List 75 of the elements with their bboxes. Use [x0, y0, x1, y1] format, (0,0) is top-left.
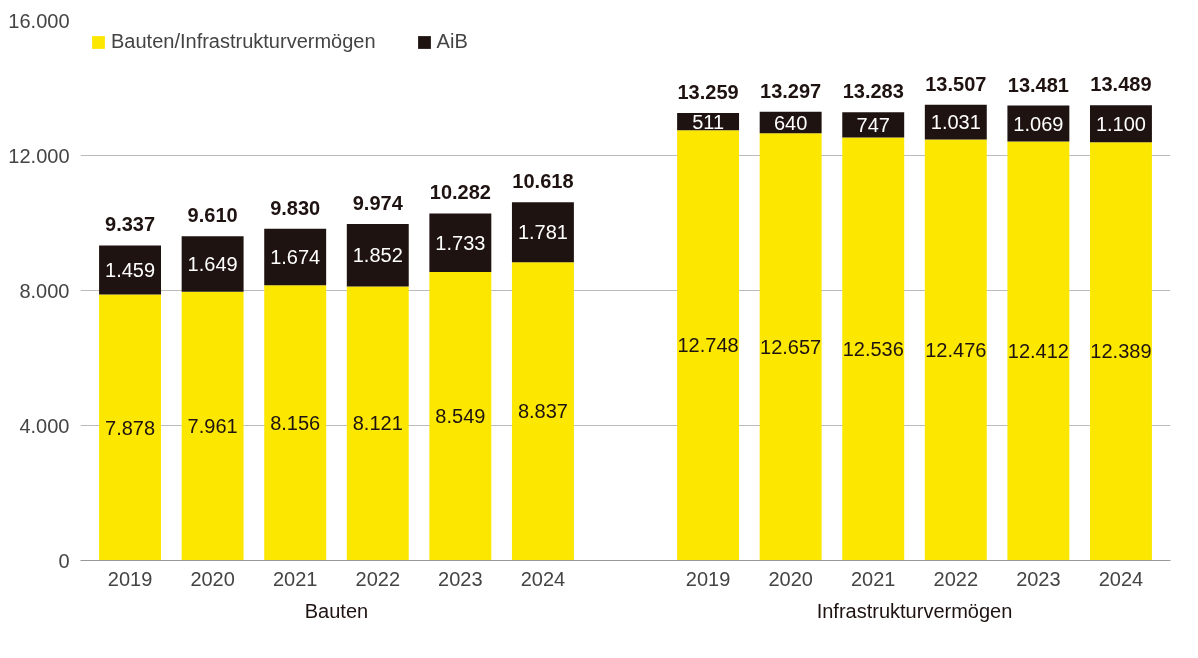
total-label: 9.974 [352, 191, 404, 214]
data-label: 7.961 [187, 415, 238, 438]
data-label: 1.069 [1013, 112, 1064, 135]
data-label: 8.837 [517, 400, 568, 423]
x-tick-label: 2019 [107, 567, 153, 590]
bar [429, 271, 492, 561]
bar [842, 137, 905, 561]
bar [677, 130, 740, 561]
data-label: 640 [773, 111, 808, 134]
legend-label: AiB [436, 30, 468, 53]
data-label: 8.121 [352, 412, 403, 435]
data-label: 12.476 [925, 338, 987, 361]
data-label: 1.852 [352, 244, 403, 267]
bar [759, 133, 822, 561]
data-label: 1.781 [517, 221, 568, 244]
x-tick-label: 2024 [520, 567, 566, 590]
bar [181, 291, 244, 561]
data-label: 12.412 [1007, 340, 1069, 363]
data-label: 1.459 [105, 259, 156, 281]
bar [924, 139, 987, 561]
x-tick-label: 2020 [190, 567, 235, 590]
data-label: 12.748 [677, 334, 739, 357]
bar [1007, 141, 1070, 561]
total-label: 9.830 [270, 196, 321, 219]
x-tick-label: 2019 [685, 567, 731, 590]
total-label: 13.481 [1007, 73, 1069, 96]
x-tick-label: 2022 [355, 567, 401, 590]
x-tick-label: 2023 [1016, 567, 1061, 590]
x-tick-label: 2021 [850, 567, 896, 590]
total-label: 9.337 [105, 213, 156, 236]
bar [264, 285, 327, 561]
x-tick-label: 2024 [1098, 567, 1144, 590]
x-tick-label: 2023 [438, 567, 483, 590]
y-tick-label: 0 [58, 549, 70, 572]
x-tick-label: 2020 [768, 567, 813, 590]
total-label: 10.282 [429, 181, 491, 204]
y-tick-label: 12.000 [8, 144, 70, 167]
data-label: 1.100 [1095, 112, 1146, 135]
total-label: 13.259 [677, 81, 739, 104]
bar [511, 262, 574, 561]
data-label: 1.031 [930, 111, 981, 134]
total-label: 13.297 [760, 79, 822, 102]
data-label: 7.878 [105, 416, 156, 439]
data-label: 747 [856, 113, 890, 136]
total-label: 9.610 [187, 204, 238, 227]
data-label: 1.733 [435, 231, 486, 254]
legend-label: Bauten/Infrastrukturvermögen [111, 30, 376, 53]
bar [511, 202, 574, 263]
bar [1089, 142, 1152, 561]
text: Bauten [304, 599, 369, 622]
bar [346, 223, 409, 287]
total-label: 13.283 [842, 80, 904, 103]
data-label: 12.536 [842, 337, 904, 360]
data-label: 8.156 [270, 411, 321, 434]
bar [99, 245, 162, 295]
y-tick-label: 16.000 [8, 9, 70, 32]
bar [99, 294, 162, 561]
bar [264, 228, 327, 286]
data-label: 1.649 [187, 252, 238, 275]
data-label: 8.549 [435, 405, 486, 428]
bar [346, 286, 409, 561]
x-tick-label: 2021 [272, 567, 318, 590]
total-label: 10.618 [512, 170, 574, 193]
text: Infrastrukturvermögen [816, 599, 1013, 622]
total-label: 13.489 [1090, 73, 1152, 96]
bar [181, 236, 244, 292]
data-label: 1.674 [270, 245, 321, 268]
y-tick-label: 8.000 [19, 279, 70, 302]
total-label: 13.507 [925, 72, 987, 95]
data-label: 12.657 [760, 335, 822, 358]
data-label: 12.389 [1090, 340, 1152, 363]
bar [429, 213, 492, 272]
y-tick-label: 4.000 [19, 414, 70, 437]
data-label: 511 [692, 110, 725, 133]
x-tick-label: 2022 [933, 567, 979, 590]
